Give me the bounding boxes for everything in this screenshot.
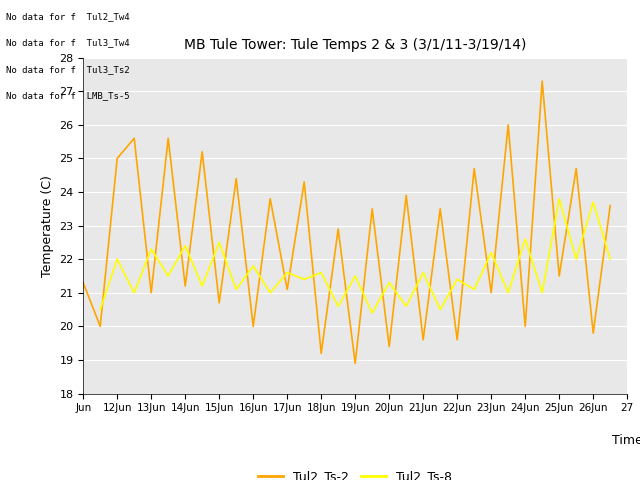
Tul2_Ts-2 xyxy=(317,350,325,356)
Tul2_Ts-2 xyxy=(606,203,614,208)
Tul2_Ts-8 xyxy=(589,199,597,205)
Line: Tul2_Ts-2: Tul2_Ts-2 xyxy=(83,81,610,363)
Tul2_Ts-2 xyxy=(556,273,563,279)
Tul2_Ts-8 xyxy=(351,273,359,279)
Tul2_Ts-2 xyxy=(453,337,461,343)
Title: MB Tule Tower: Tule Temps 2 & 3 (3/1/11-3/19/14): MB Tule Tower: Tule Temps 2 & 3 (3/1/11-… xyxy=(184,38,526,52)
Tul2_Ts-2 xyxy=(488,290,495,296)
Tul2_Ts-2 xyxy=(403,192,410,198)
Tul2_Ts-8 xyxy=(232,287,240,292)
Tul2_Ts-2 xyxy=(97,324,104,329)
Text: No data for f  Tul3_Tw4: No data for f Tul3_Tw4 xyxy=(6,38,130,48)
Text: No data for f  Tul3_Ts2: No data for f Tul3_Ts2 xyxy=(6,65,130,74)
Tul2_Ts-8 xyxy=(250,263,257,269)
Tul2_Ts-2 xyxy=(419,337,427,343)
Tul2_Ts-8 xyxy=(147,246,155,252)
Tul2_Ts-8 xyxy=(556,196,563,202)
Tul2_Ts-8 xyxy=(504,290,512,296)
Tul2_Ts-8 xyxy=(181,243,189,249)
Tul2_Ts-8 xyxy=(572,256,580,262)
Tul2_Ts-2 xyxy=(198,149,206,155)
Tul2_Ts-8 xyxy=(131,290,138,296)
Tul2_Ts-2 xyxy=(250,324,257,329)
Tul2_Ts-8 xyxy=(419,270,427,276)
Tul2_Ts-8 xyxy=(488,250,495,255)
Line: Tul2_Ts-8: Tul2_Ts-8 xyxy=(100,199,610,313)
Tul2_Ts-2 xyxy=(334,226,342,232)
Tul2_Ts-8 xyxy=(606,256,614,262)
Tul2_Ts-8 xyxy=(300,276,308,282)
Tul2_Ts-8 xyxy=(97,307,104,312)
Tul2_Ts-8 xyxy=(538,290,546,296)
Tul2_Ts-2 xyxy=(504,122,512,128)
Tul2_Ts-8 xyxy=(198,283,206,289)
Text: No data for f  LMB_Ts-5: No data for f LMB_Ts-5 xyxy=(6,91,130,100)
Tul2_Ts-2 xyxy=(164,135,172,141)
Y-axis label: Temperature (C): Temperature (C) xyxy=(41,175,54,276)
Tul2_Ts-8 xyxy=(385,280,393,286)
Tul2_Ts-2 xyxy=(113,156,121,161)
Tul2_Ts-8 xyxy=(215,240,223,245)
Tul2_Ts-8 xyxy=(522,236,529,242)
Tul2_Ts-2 xyxy=(215,300,223,306)
Tul2_Ts-2 xyxy=(79,280,87,286)
Tul2_Ts-2 xyxy=(232,176,240,181)
Tul2_Ts-2 xyxy=(436,206,444,212)
Tul2_Ts-2 xyxy=(266,196,274,202)
Tul2_Ts-2 xyxy=(300,179,308,185)
Tul2_Ts-8 xyxy=(164,273,172,279)
Tul2_Ts-2 xyxy=(572,166,580,171)
Tul2_Ts-8 xyxy=(284,270,291,276)
Tul2_Ts-2 xyxy=(351,360,359,366)
Tul2_Ts-8 xyxy=(317,270,325,276)
Tul2_Ts-2 xyxy=(369,206,376,212)
Tul2_Ts-8 xyxy=(436,307,444,312)
Tul2_Ts-8 xyxy=(369,310,376,316)
Tul2_Ts-2 xyxy=(147,290,155,296)
Tul2_Ts-8 xyxy=(113,256,121,262)
Tul2_Ts-2 xyxy=(470,166,478,171)
Tul2_Ts-8 xyxy=(334,303,342,309)
Tul2_Ts-2 xyxy=(522,324,529,329)
Tul2_Ts-8 xyxy=(453,276,461,282)
Tul2_Ts-2 xyxy=(538,78,546,84)
Tul2_Ts-2 xyxy=(181,283,189,289)
Tul2_Ts-2 xyxy=(284,287,291,292)
X-axis label: Time: Time xyxy=(612,434,640,447)
Tul2_Ts-2 xyxy=(131,135,138,141)
Tul2_Ts-2 xyxy=(589,330,597,336)
Legend: Tul2_Ts-2, Tul2_Ts-8: Tul2_Ts-2, Tul2_Ts-8 xyxy=(253,465,458,480)
Tul2_Ts-2 xyxy=(385,344,393,349)
Tul2_Ts-8 xyxy=(403,303,410,309)
Text: No data for f  Tul2_Tw4: No data for f Tul2_Tw4 xyxy=(6,12,130,21)
Tul2_Ts-8 xyxy=(470,287,478,292)
Tul2_Ts-8 xyxy=(266,290,274,296)
